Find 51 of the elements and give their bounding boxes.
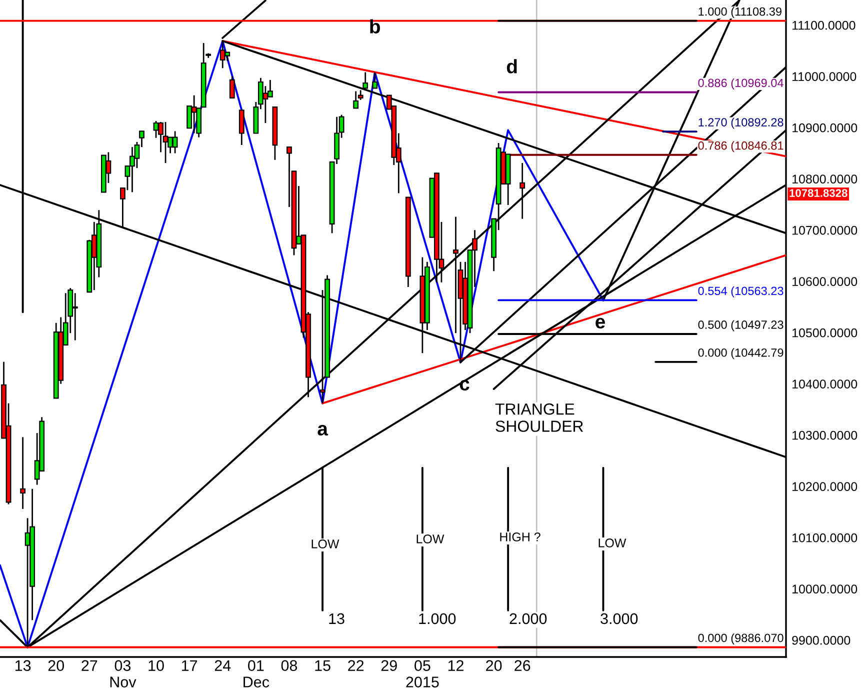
y-tick-label: 10600.0000 (792, 277, 858, 286)
annotation: TRIANGLE SHOULDER (495, 403, 584, 432)
series-label: 0.786 (10846.81 (698, 141, 784, 152)
y-tick-label: 10800.0000 (792, 174, 858, 184)
annotation: 1.000 (419, 613, 456, 624)
x-tick-label: 27 (82, 660, 98, 671)
y-tick-label: 10200.0000 (792, 482, 858, 491)
x-tick-label: 26 (514, 660, 530, 671)
x-tick-label: 13 (15, 660, 31, 671)
y-tick-label: 10900.0000 (792, 123, 858, 132)
x-tick-label: 12 (448, 660, 464, 671)
x-tick-label: 01 Dec (244, 660, 270, 688)
x-tick-label: 08 (281, 660, 298, 671)
annotation: b (370, 19, 380, 34)
x-tick-label: 15 (315, 660, 330, 671)
x-tick-label: 05 2015 (406, 660, 439, 688)
y-tick-label: 9900.0000 (792, 636, 850, 645)
series-label: 1.270 (10892.28 (698, 118, 784, 129)
x-tick-label: 17 (182, 660, 198, 671)
annotation: LOW (416, 534, 444, 544)
series-label: 0.000 (9886.070 (698, 633, 784, 644)
annotation: HIGH ? (500, 532, 540, 542)
y-tick-label: 10400.0000 (792, 380, 858, 388)
y-tick-label: 10700.0000 (792, 226, 858, 235)
series-label: 0.000 (10442.79 (698, 348, 784, 360)
annotation: a (318, 424, 328, 436)
annotation: d (506, 59, 517, 74)
series-label: 0.554 (10563.23 (698, 286, 784, 298)
annotation: LOW (312, 540, 340, 548)
series-label: 0.886 (10969.04 (698, 78, 784, 90)
y-tick-label: 10100.0000 (792, 533, 858, 542)
series-label: 0.500 (10497.23 (698, 320, 784, 332)
x-tick-label: 20 (48, 660, 64, 671)
x-tick-label: 03 Nov (110, 660, 136, 688)
annotation: 3.000 (600, 613, 638, 624)
x-tick-label: 22 (348, 660, 364, 671)
y-tick-label: 11100.0000 (792, 20, 856, 30)
x-tick-label: 10 (148, 660, 164, 671)
annotation: 2.000 (510, 613, 547, 624)
annotation: LOW (598, 538, 626, 548)
y-tick-label: 10300.0000 (792, 430, 858, 440)
x-tick-label: 24 (214, 660, 231, 671)
series-label: 1.000 (11108.39 (698, 7, 782, 18)
x-tick-label: 29 (381, 660, 397, 671)
text: 10781.8328 (790, 189, 848, 197)
y-tick-label: 10000.0000 (792, 584, 858, 594)
annotation: 13 (329, 613, 344, 624)
y-tick-label: 10500.0000 (792, 328, 858, 338)
annotation: e (596, 318, 605, 329)
y-tick-label: 11000.0000 (792, 72, 856, 82)
x-tick-label: 20 (486, 660, 502, 671)
